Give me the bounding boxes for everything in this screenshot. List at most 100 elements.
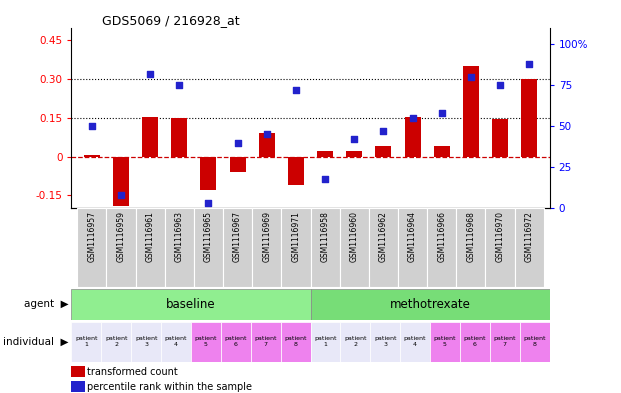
Text: patient
7: patient 7 <box>494 336 516 347</box>
Bar <box>310 322 340 362</box>
Bar <box>404 117 420 157</box>
Bar <box>486 208 515 287</box>
Text: patient
4: patient 4 <box>165 336 188 347</box>
Point <box>349 136 359 142</box>
Bar <box>259 133 274 157</box>
Point <box>204 200 214 206</box>
Bar <box>161 322 191 362</box>
Bar <box>456 208 486 287</box>
Text: agent  ▶: agent ▶ <box>24 299 68 309</box>
Text: methotrexate: methotrexate <box>389 298 471 311</box>
Point <box>145 70 155 77</box>
Bar <box>165 208 194 287</box>
Point <box>262 131 272 138</box>
Point <box>495 82 505 88</box>
Bar <box>71 322 101 362</box>
Text: patient
3: patient 3 <box>135 336 157 347</box>
Bar <box>71 381 85 391</box>
Bar <box>310 208 340 287</box>
Bar <box>521 79 537 157</box>
Text: patient
6: patient 6 <box>464 336 486 347</box>
Bar <box>515 208 544 287</box>
Text: patient
8: patient 8 <box>284 336 307 347</box>
Bar <box>490 322 520 362</box>
Text: patient
3: patient 3 <box>374 336 396 347</box>
Bar <box>460 322 490 362</box>
Bar <box>281 322 310 362</box>
Text: patient
2: patient 2 <box>105 336 127 347</box>
Text: GSM1116959: GSM1116959 <box>117 211 125 262</box>
Bar <box>171 118 188 157</box>
Text: GSM1116967: GSM1116967 <box>233 211 242 262</box>
Bar <box>398 208 427 287</box>
Bar <box>251 322 281 362</box>
Text: percentile rank within the sample: percentile rank within the sample <box>87 382 252 391</box>
Point <box>524 61 534 67</box>
Text: GSM1116960: GSM1116960 <box>350 211 359 262</box>
Bar <box>223 208 252 287</box>
Bar <box>84 155 100 157</box>
Point <box>407 115 417 121</box>
Bar <box>71 289 310 320</box>
Point <box>291 87 301 93</box>
Bar <box>135 208 165 287</box>
Text: patient
6: patient 6 <box>225 336 247 347</box>
Bar <box>113 157 129 206</box>
Bar <box>131 322 161 362</box>
Text: GSM1116966: GSM1116966 <box>437 211 446 262</box>
Bar <box>281 208 310 287</box>
Bar <box>375 146 391 157</box>
Text: baseline: baseline <box>166 298 215 311</box>
Bar <box>77 208 106 287</box>
Text: GSM1116971: GSM1116971 <box>291 211 301 261</box>
Text: patient
1: patient 1 <box>75 336 97 347</box>
Bar <box>71 366 85 377</box>
Text: GSM1116969: GSM1116969 <box>262 211 271 262</box>
Bar <box>142 117 158 157</box>
Point <box>175 82 184 88</box>
Text: GSM1116961: GSM1116961 <box>146 211 155 261</box>
Bar <box>101 322 131 362</box>
Text: GSM1116958: GSM1116958 <box>320 211 330 261</box>
Bar <box>310 289 550 320</box>
Bar <box>430 322 460 362</box>
Bar <box>400 322 430 362</box>
Point <box>320 176 330 182</box>
Text: patient
4: patient 4 <box>404 336 427 347</box>
Bar <box>427 208 456 287</box>
Bar <box>492 119 508 157</box>
Text: GSM1116972: GSM1116972 <box>525 211 533 261</box>
Bar <box>106 208 135 287</box>
Text: patient
8: patient 8 <box>524 336 546 347</box>
Bar <box>221 322 251 362</box>
Bar <box>230 157 246 172</box>
Point <box>87 123 97 129</box>
Point <box>233 140 243 146</box>
Text: patient
5: patient 5 <box>194 336 217 347</box>
Bar <box>194 208 223 287</box>
Text: transformed count: transformed count <box>87 367 178 377</box>
Text: GSM1116964: GSM1116964 <box>408 211 417 262</box>
Bar <box>191 322 221 362</box>
Bar <box>433 146 450 157</box>
Point <box>378 128 388 134</box>
Text: patient
2: patient 2 <box>344 336 366 347</box>
Bar <box>317 151 333 157</box>
Text: GSM1116957: GSM1116957 <box>88 211 96 262</box>
Bar <box>201 157 217 190</box>
Text: GDS5069 / 216928_at: GDS5069 / 216928_at <box>102 14 240 27</box>
Point <box>116 192 126 198</box>
Text: GSM1116968: GSM1116968 <box>466 211 475 261</box>
Text: patient
5: patient 5 <box>433 336 456 347</box>
Point <box>437 110 446 116</box>
Text: individual  ▶: individual ▶ <box>3 337 68 347</box>
Text: GSM1116970: GSM1116970 <box>496 211 504 262</box>
Bar <box>288 157 304 185</box>
Bar <box>340 322 370 362</box>
Text: patient
7: patient 7 <box>255 336 277 347</box>
Text: GSM1116963: GSM1116963 <box>175 211 184 262</box>
Text: GSM1116965: GSM1116965 <box>204 211 213 262</box>
Text: patient
1: patient 1 <box>314 336 337 347</box>
Bar <box>369 208 398 287</box>
Text: GSM1116962: GSM1116962 <box>379 211 388 261</box>
